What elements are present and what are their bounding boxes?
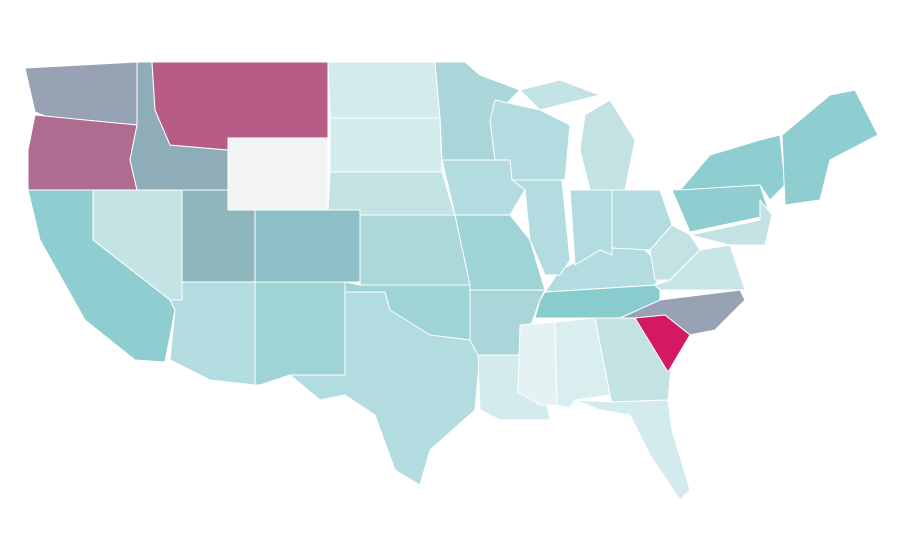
region <box>569 189 613 266</box>
region <box>254 281 346 386</box>
region <box>511 179 571 276</box>
region <box>27 114 138 191</box>
region <box>519 79 601 111</box>
region <box>254 209 361 283</box>
region <box>489 99 571 181</box>
region <box>327 171 456 216</box>
region <box>634 314 691 373</box>
region <box>679 134 786 201</box>
region <box>227 137 329 211</box>
region <box>689 199 773 246</box>
region <box>27 189 176 363</box>
region <box>517 321 558 406</box>
region <box>329 117 443 173</box>
regions <box>24 61 879 501</box>
region <box>781 89 879 206</box>
region <box>151 61 329 151</box>
region <box>327 61 441 119</box>
region <box>574 399 691 501</box>
region <box>344 281 471 341</box>
region <box>359 214 471 286</box>
